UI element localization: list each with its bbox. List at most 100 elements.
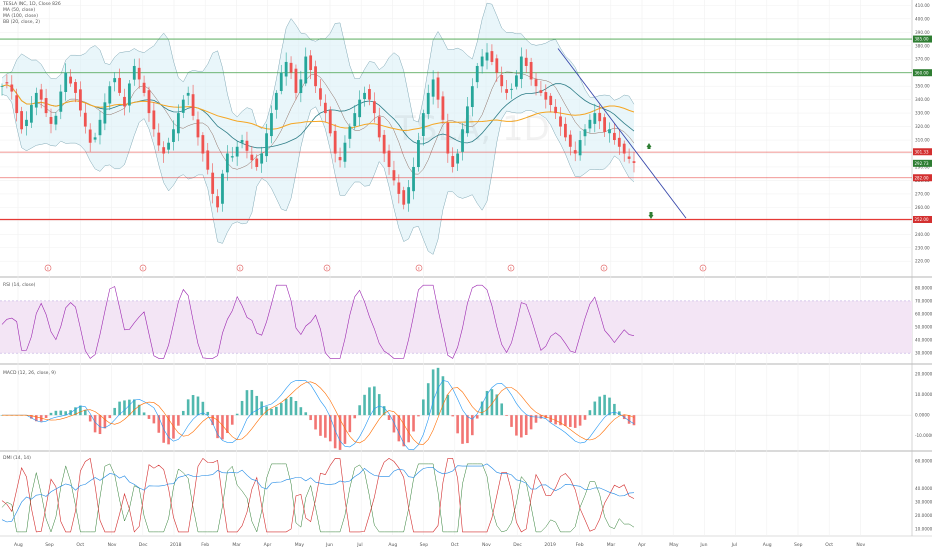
candle-body <box>260 153 264 164</box>
macd-histogram-bar <box>539 415 543 419</box>
macd-histogram-bar <box>216 415 219 439</box>
price-tag-label: 252.00 <box>915 217 929 222</box>
macd-histogram-bar <box>147 415 151 419</box>
macd-histogram-bar <box>74 407 77 416</box>
earnings-marker-label: E <box>239 267 242 271</box>
macd-histogram-bar <box>118 401 121 416</box>
macd-histogram-bar <box>417 415 420 417</box>
legend-ma100: MA (100, close) <box>3 14 38 19</box>
candle-body <box>397 182 401 194</box>
macd-tick-label: 0.0000 <box>915 413 930 418</box>
time-tick-label: Feb <box>201 542 209 548</box>
dmi-minus-line <box>1 457 635 533</box>
candle-body <box>480 56 484 67</box>
dmi-tick-label: 10.0000 <box>915 527 932 532</box>
macd-histogram-bar <box>446 394 450 416</box>
candle-body <box>402 190 406 205</box>
candle-body <box>113 78 117 83</box>
macd-histogram-bar <box>485 390 489 416</box>
candle-body <box>64 72 68 93</box>
candle-body <box>78 89 82 111</box>
price-tick-label: 350.00 <box>915 84 930 89</box>
dmi-legend: DMI (14, 14) <box>3 456 31 461</box>
time-tick-label: May <box>295 542 305 548</box>
time-tick-label: Jul <box>731 542 737 548</box>
macd-histogram-bar <box>250 389 254 416</box>
candle-body <box>176 113 180 134</box>
rsi-tick-label: 30.0000 <box>915 351 932 356</box>
candle-body <box>446 122 450 154</box>
macd-histogram-bar <box>377 394 381 416</box>
time-tick-label: 2019 <box>544 542 556 548</box>
macd-histogram-bar <box>211 415 214 426</box>
macd-histogram-bar <box>289 396 293 416</box>
price-tag-label: 282.00 <box>915 175 929 180</box>
ma100-line <box>1 84 635 132</box>
macd-histogram-bar <box>108 415 112 419</box>
macd-histogram-bar <box>510 415 513 427</box>
price-tick-label: 260.00 <box>915 205 930 210</box>
macd-histogram-bar <box>157 415 161 433</box>
macd-histogram-bar <box>471 415 474 436</box>
price-tag <box>913 159 932 167</box>
candle-body <box>323 102 327 114</box>
candle-body <box>461 129 464 152</box>
macd-tick-label: 10.0000 <box>915 392 932 397</box>
candle-body <box>0 86 4 87</box>
candle-body <box>598 112 602 122</box>
macd-histogram-bar <box>500 403 504 416</box>
price-legend: TESLA INC, 1D, Close 826 MA (50, close) … <box>3 2 61 26</box>
macd-histogram-bar <box>196 396 200 416</box>
candle-body <box>593 113 597 124</box>
macd-histogram-bar <box>451 415 455 417</box>
price-tick-label: 380.00 <box>915 43 930 48</box>
time-tick-label: Mar <box>232 542 241 548</box>
candle-body <box>431 79 435 97</box>
macd-histogram-bar <box>137 404 141 416</box>
candle-body <box>319 88 322 100</box>
candle-body <box>245 140 249 151</box>
candle-body <box>221 173 224 204</box>
candle-body <box>588 119 592 129</box>
macd-histogram-bar <box>456 415 459 434</box>
price-tick-label: 220.00 <box>915 259 930 264</box>
earnings-marker <box>699 264 707 272</box>
rsi-tick-label: 40.0000 <box>915 338 932 343</box>
macd-histogram-bar <box>515 415 518 436</box>
candle-body <box>20 111 23 130</box>
time-tick-label: Sep <box>420 542 429 548</box>
candle-body <box>387 150 391 167</box>
price-tick-label: 410.00 <box>915 3 930 8</box>
macd-histogram-bar <box>235 413 239 416</box>
candle-body <box>230 156 234 158</box>
time-tick-label: Oct <box>451 542 459 548</box>
candle-body <box>348 126 352 139</box>
candle-body <box>377 116 381 138</box>
macd-signal-line <box>2 381 635 445</box>
rsi-tick-label: 80.0000 <box>915 285 932 290</box>
candle-body <box>294 68 298 93</box>
candle-body <box>206 150 210 170</box>
candle-body <box>147 90 151 114</box>
macd-histogram-bar <box>230 415 234 425</box>
macd-histogram-bar <box>328 415 332 442</box>
price-tick-label: 370.00 <box>915 57 930 62</box>
candle-body <box>127 83 131 106</box>
candle-body <box>83 112 87 127</box>
candle-body <box>270 113 273 137</box>
macd-histogram-bar <box>480 401 484 416</box>
time-tick-label: Sep <box>45 542 54 548</box>
candle-body <box>519 56 523 80</box>
time-tick-label: Apr <box>638 542 646 548</box>
macd-histogram-bar <box>426 383 430 416</box>
candle-body <box>363 92 366 100</box>
macd-tick-label: 20.0000 <box>915 372 932 377</box>
dmi-tick-label: 40.0000 <box>915 486 932 491</box>
down-arrow-marker-body <box>649 212 653 215</box>
price-tick-label: 310.00 <box>915 138 930 143</box>
macd-histogram-bar <box>304 412 308 416</box>
candle-body <box>15 95 19 114</box>
candle-body <box>274 92 278 110</box>
earnings-marker <box>44 264 52 272</box>
